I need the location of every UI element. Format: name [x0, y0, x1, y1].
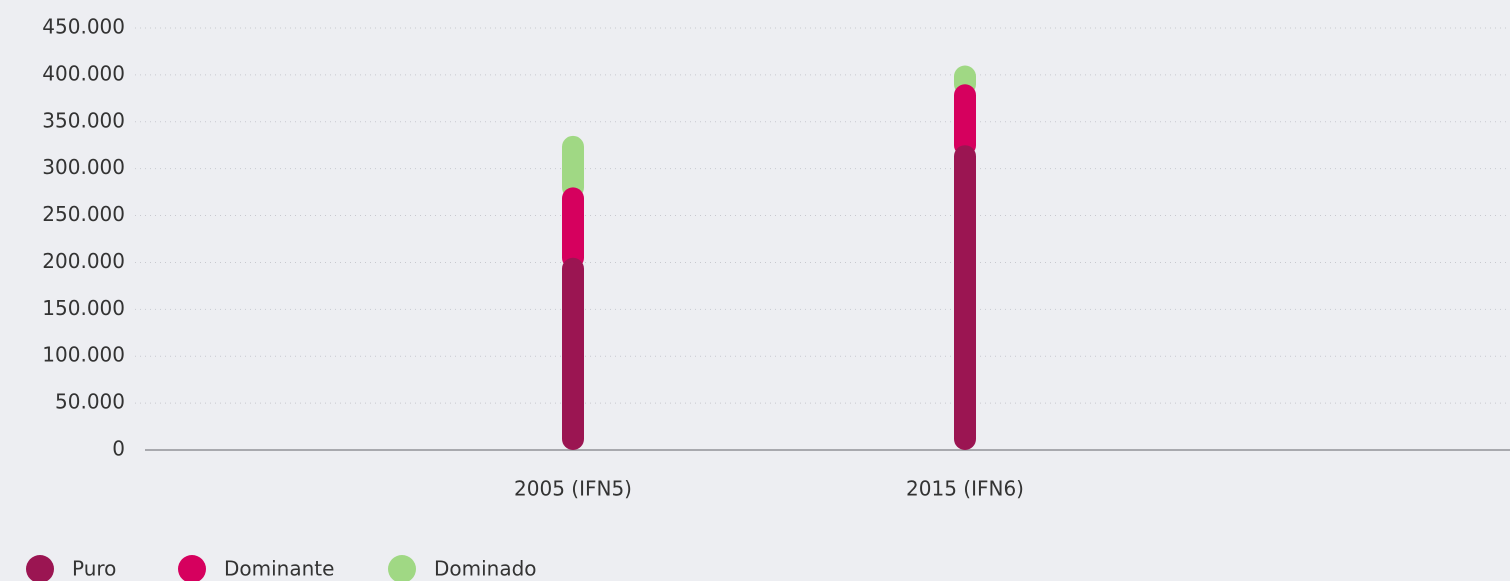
- bar-segment: [954, 145, 976, 450]
- bar-segment: [954, 84, 976, 157]
- y-tick-label: 150.000: [42, 296, 125, 320]
- y-tick-label: 450.000: [42, 15, 125, 39]
- bar-segment: [562, 135, 584, 199]
- y-tick-label: 50.000: [55, 390, 125, 414]
- bar-segment: [562, 187, 584, 269]
- y-tick-label: 300.000: [42, 155, 125, 179]
- legend-label: Dominante: [224, 557, 334, 581]
- x-tick-label: 2015 (IFN6): [906, 477, 1024, 501]
- legend-label: Dominado: [434, 557, 537, 581]
- y-tick-label: 200.000: [42, 249, 125, 273]
- y-tick-label: 0: [112, 437, 125, 461]
- y-tick-label: 350.000: [42, 108, 125, 132]
- x-tick-label: 2005 (IFN5): [514, 477, 632, 501]
- y-tick-label: 250.000: [42, 202, 125, 226]
- legend-label: Puro: [72, 557, 116, 581]
- bar-segment: [562, 257, 584, 450]
- legend-swatch: [178, 555, 206, 581]
- legend-swatch: [388, 555, 416, 581]
- y-tick-label: 400.000: [42, 61, 125, 85]
- y-tick-label: 100.000: [42, 343, 125, 367]
- legend-swatch: [26, 555, 54, 581]
